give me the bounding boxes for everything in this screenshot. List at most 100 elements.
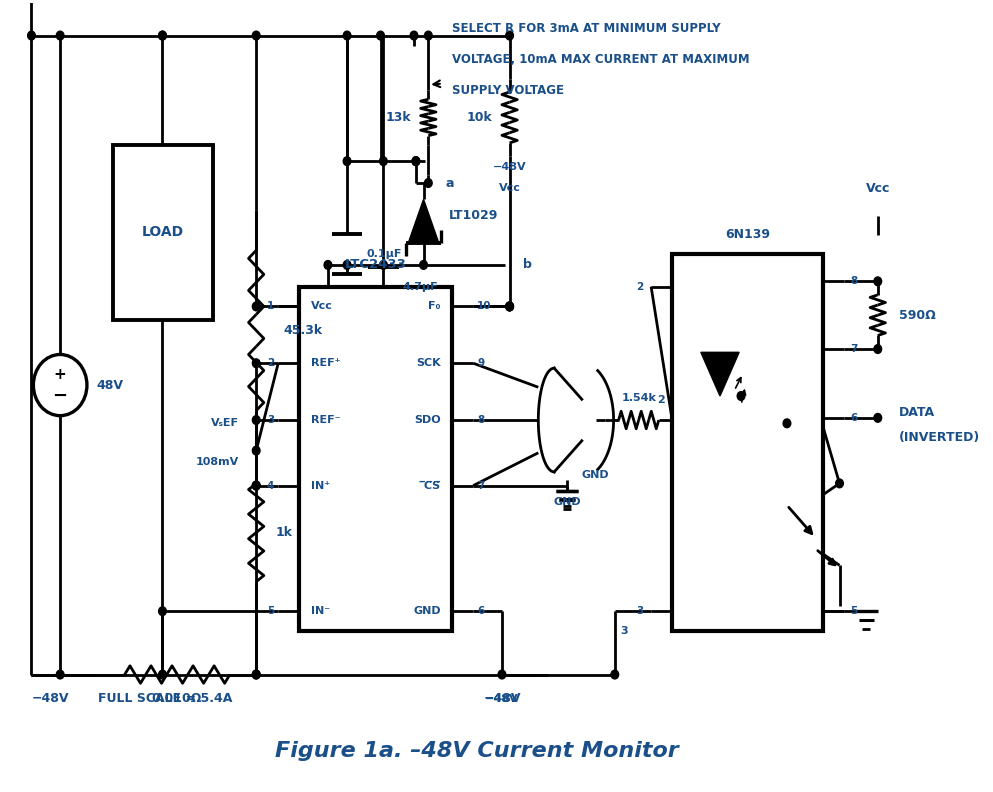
Text: Vᴄᴄ: Vᴄᴄ bbox=[498, 184, 520, 193]
Text: 0.1μF: 0.1μF bbox=[366, 249, 401, 259]
Text: 10k: 10k bbox=[467, 111, 493, 124]
Circle shape bbox=[505, 302, 513, 310]
Circle shape bbox=[611, 670, 619, 679]
Text: (INVERTED): (INVERTED) bbox=[899, 431, 980, 444]
Polygon shape bbox=[701, 352, 739, 396]
Circle shape bbox=[424, 179, 432, 188]
Text: Vᴄᴄ: Vᴄᴄ bbox=[311, 302, 333, 311]
Text: 48V: 48V bbox=[96, 379, 123, 391]
Circle shape bbox=[159, 607, 166, 615]
Bar bbox=[113, 145, 213, 319]
Text: +: + bbox=[54, 367, 67, 382]
Circle shape bbox=[252, 670, 260, 679]
Circle shape bbox=[874, 413, 882, 422]
Text: SCK: SCK bbox=[416, 358, 441, 368]
Text: VₛEF: VₛEF bbox=[211, 418, 239, 428]
Text: 5: 5 bbox=[850, 606, 857, 616]
Circle shape bbox=[836, 479, 843, 488]
Bar bbox=[299, 287, 452, 631]
Circle shape bbox=[874, 345, 882, 353]
Text: 1k: 1k bbox=[275, 526, 292, 539]
Text: FULL SCALE = 5.4A: FULL SCALE = 5.4A bbox=[98, 692, 232, 705]
Text: IN⁻: IN⁻ bbox=[311, 606, 330, 616]
Circle shape bbox=[505, 302, 513, 310]
Circle shape bbox=[376, 31, 384, 40]
Text: LOAD: LOAD bbox=[141, 225, 184, 239]
Text: 2: 2 bbox=[267, 358, 274, 368]
Circle shape bbox=[252, 31, 260, 40]
Text: 45.3k: 45.3k bbox=[283, 324, 322, 337]
Text: 5: 5 bbox=[267, 606, 274, 616]
Text: SDO: SDO bbox=[414, 415, 441, 425]
Circle shape bbox=[28, 31, 36, 40]
Text: 8: 8 bbox=[477, 415, 485, 425]
Text: LT1029: LT1029 bbox=[450, 209, 498, 223]
Circle shape bbox=[498, 670, 505, 679]
Text: F₀: F₀ bbox=[428, 302, 441, 311]
Text: 8: 8 bbox=[850, 276, 857, 287]
Text: 4.7μF: 4.7μF bbox=[402, 282, 438, 291]
Text: 108mV: 108mV bbox=[196, 456, 239, 466]
Text: Vᴄᴄ: Vᴄᴄ bbox=[866, 182, 890, 195]
Circle shape bbox=[505, 31, 513, 40]
Text: REF⁺: REF⁺ bbox=[311, 358, 341, 368]
Text: 1: 1 bbox=[267, 302, 274, 311]
Circle shape bbox=[737, 391, 745, 401]
Text: DATA: DATA bbox=[899, 406, 935, 419]
Text: GND: GND bbox=[413, 606, 441, 616]
Text: Figure 1a. –48V Current Monitor: Figure 1a. –48V Current Monitor bbox=[275, 741, 679, 761]
Text: −48V: −48V bbox=[486, 694, 518, 703]
Text: b: b bbox=[523, 258, 532, 272]
Text: 3: 3 bbox=[637, 606, 643, 616]
Text: 4: 4 bbox=[267, 481, 274, 490]
Circle shape bbox=[159, 31, 166, 40]
Text: −48V: −48V bbox=[484, 692, 520, 705]
Circle shape bbox=[874, 277, 882, 286]
Text: 2: 2 bbox=[637, 282, 643, 291]
Text: 9: 9 bbox=[477, 358, 485, 368]
Text: 6: 6 bbox=[477, 606, 485, 616]
Text: −: − bbox=[53, 387, 68, 405]
Text: LTC2433: LTC2433 bbox=[345, 258, 407, 272]
Circle shape bbox=[159, 31, 166, 40]
Circle shape bbox=[410, 31, 418, 40]
Circle shape bbox=[783, 419, 790, 428]
Circle shape bbox=[412, 157, 420, 166]
Circle shape bbox=[159, 670, 166, 679]
Text: ̅C̅S̅: ̅C̅S̅ bbox=[425, 481, 441, 490]
Circle shape bbox=[379, 261, 387, 269]
Circle shape bbox=[252, 302, 260, 310]
Text: VOLTAGE, 10mA MAX CURRENT AT MAXIMUM: VOLTAGE, 10mA MAX CURRENT AT MAXIMUM bbox=[452, 53, 750, 66]
Circle shape bbox=[379, 157, 387, 166]
Text: SUPPLY VOLTAGE: SUPPLY VOLTAGE bbox=[452, 84, 564, 97]
Circle shape bbox=[57, 670, 64, 679]
Circle shape bbox=[344, 157, 351, 166]
Text: IN⁺: IN⁺ bbox=[311, 481, 330, 490]
Text: 13k: 13k bbox=[385, 111, 411, 124]
Circle shape bbox=[424, 31, 432, 40]
Circle shape bbox=[344, 31, 351, 40]
Text: 7: 7 bbox=[477, 481, 485, 490]
Text: 0.010Ω: 0.010Ω bbox=[152, 692, 202, 705]
Circle shape bbox=[344, 261, 351, 269]
Text: 6: 6 bbox=[850, 413, 857, 423]
Polygon shape bbox=[408, 200, 439, 243]
Circle shape bbox=[420, 261, 427, 269]
Circle shape bbox=[252, 482, 260, 490]
Text: 2: 2 bbox=[656, 395, 664, 406]
Text: 6N139: 6N139 bbox=[725, 228, 771, 241]
Circle shape bbox=[412, 157, 420, 166]
Text: SELECT R FOR 3mA AT MINIMUM SUPPLY: SELECT R FOR 3mA AT MINIMUM SUPPLY bbox=[452, 22, 721, 36]
Circle shape bbox=[505, 302, 513, 310]
Text: 590Ω: 590Ω bbox=[899, 309, 935, 322]
Text: −48V: −48V bbox=[493, 162, 526, 172]
Text: −48V: −48V bbox=[32, 692, 69, 705]
Text: 3: 3 bbox=[621, 626, 629, 636]
Circle shape bbox=[252, 359, 260, 367]
Text: REF⁻: REF⁻ bbox=[311, 415, 341, 425]
Bar bbox=[672, 254, 823, 631]
Text: a: a bbox=[446, 177, 454, 189]
Circle shape bbox=[252, 416, 260, 425]
Circle shape bbox=[324, 261, 332, 269]
Circle shape bbox=[252, 446, 260, 455]
